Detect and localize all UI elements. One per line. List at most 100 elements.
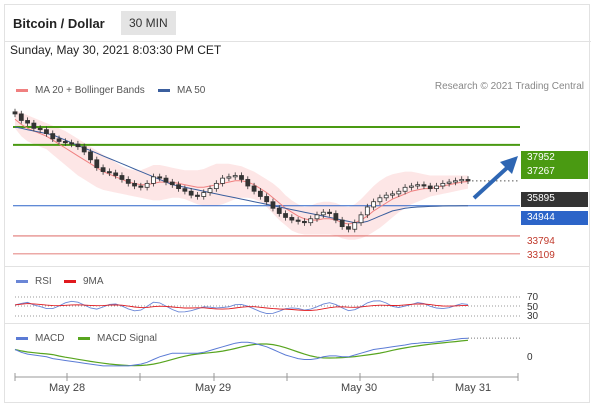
candle xyxy=(113,172,119,176)
candle xyxy=(195,194,200,197)
candle xyxy=(18,113,24,121)
candle xyxy=(333,213,339,221)
candle xyxy=(188,190,194,196)
candle xyxy=(327,211,332,214)
candle xyxy=(245,179,251,187)
candle xyxy=(371,201,377,208)
instrument-title: Bitcoin / Dollar xyxy=(13,16,105,31)
candle xyxy=(276,207,282,214)
candle xyxy=(396,190,402,195)
candle xyxy=(415,184,421,187)
candle xyxy=(201,192,207,197)
candle xyxy=(459,179,465,182)
candle xyxy=(427,185,433,190)
candle xyxy=(163,177,169,183)
candle xyxy=(295,219,301,222)
candle xyxy=(440,182,446,187)
macd-line xyxy=(14,337,469,367)
rsi-ma-line xyxy=(14,303,468,311)
candle xyxy=(125,179,131,184)
candle xyxy=(239,175,244,180)
candle xyxy=(352,222,358,230)
x-label-may30: May 30 xyxy=(341,382,378,394)
rsi-level-70: 70 xyxy=(527,292,539,303)
x-label-may28: May 28 xyxy=(49,382,86,394)
legend-rsi-ma: 9MA xyxy=(64,276,104,287)
candle xyxy=(402,186,408,192)
resistance-2-tag xyxy=(521,165,588,179)
timeframe-badge[interactable]: 30 MIN xyxy=(121,11,176,35)
ma20-label: MA 20 + Bollinger Bands xyxy=(35,85,145,96)
candle xyxy=(169,181,175,186)
rsi-level-30: 30 xyxy=(527,311,539,322)
candle xyxy=(320,211,326,216)
candle xyxy=(213,182,219,190)
x-label-may31: May 31 xyxy=(455,382,492,394)
support-2-value: 33794 xyxy=(527,236,555,247)
candle xyxy=(226,176,232,179)
macd-signal-swatch xyxy=(78,336,90,340)
candle xyxy=(50,133,56,140)
candle xyxy=(453,180,458,183)
rsi-ma-swatch xyxy=(64,279,76,283)
candle xyxy=(100,167,106,172)
candle xyxy=(390,193,395,196)
chart-datetime: Sunday, May 30, 2021 8:03:30 PM CET xyxy=(10,43,222,57)
candle xyxy=(157,176,163,179)
candle xyxy=(434,185,439,190)
candle xyxy=(377,197,383,203)
candle xyxy=(421,184,427,187)
candle xyxy=(132,182,137,187)
candle xyxy=(264,196,270,203)
legend-ma50: MA 50 xyxy=(158,85,205,96)
macd-signal-line xyxy=(14,339,469,367)
forecast-arrow-shaft xyxy=(472,165,510,200)
candle xyxy=(106,171,112,174)
candle xyxy=(302,220,307,224)
candle xyxy=(25,120,30,124)
candle xyxy=(220,177,226,184)
rsi-swatch xyxy=(16,279,28,283)
candle xyxy=(69,142,75,145)
candle xyxy=(270,201,276,209)
rsi-ma-label: 9MA xyxy=(83,276,104,287)
candle xyxy=(346,226,351,230)
resistance-1-value: 37952 xyxy=(527,152,555,163)
candle xyxy=(94,159,100,169)
candle xyxy=(257,190,263,197)
legend-macd-signal: MACD Signal xyxy=(78,333,157,344)
macd-signal-label: MACD Signal xyxy=(97,333,158,344)
candle xyxy=(289,217,295,221)
candle xyxy=(151,176,156,184)
macd-zero: 0 xyxy=(527,352,533,363)
candle xyxy=(88,151,93,161)
candle xyxy=(364,206,370,216)
ma50-swatch xyxy=(158,88,170,92)
copyright-text: Research © 2021 Trading Central xyxy=(434,81,584,92)
rsi-level-50: 50 xyxy=(527,302,539,313)
candle xyxy=(308,218,314,224)
candle xyxy=(44,129,49,134)
ma20-swatch xyxy=(16,88,28,92)
forecast-arrow-head xyxy=(500,156,518,174)
candle xyxy=(207,188,213,193)
candle xyxy=(465,179,471,182)
macd-label: MACD xyxy=(35,333,65,344)
chart-widget: Bitcoin / Dollar 30 MIN xyxy=(4,4,591,403)
candle xyxy=(176,184,181,190)
last-price-tag xyxy=(521,192,588,207)
candle xyxy=(138,185,144,188)
candle xyxy=(358,214,364,224)
support-3-value: 33109 xyxy=(527,250,555,261)
legend-rsi: RSI xyxy=(16,276,52,287)
candle xyxy=(182,188,188,192)
candle xyxy=(56,138,62,142)
candle xyxy=(383,194,389,199)
resistance-2-value: 37267 xyxy=(527,166,555,177)
candle xyxy=(408,185,414,188)
rsi-line xyxy=(14,300,469,314)
candle xyxy=(144,182,150,188)
macd-swatch xyxy=(16,336,28,340)
candle xyxy=(446,181,452,184)
